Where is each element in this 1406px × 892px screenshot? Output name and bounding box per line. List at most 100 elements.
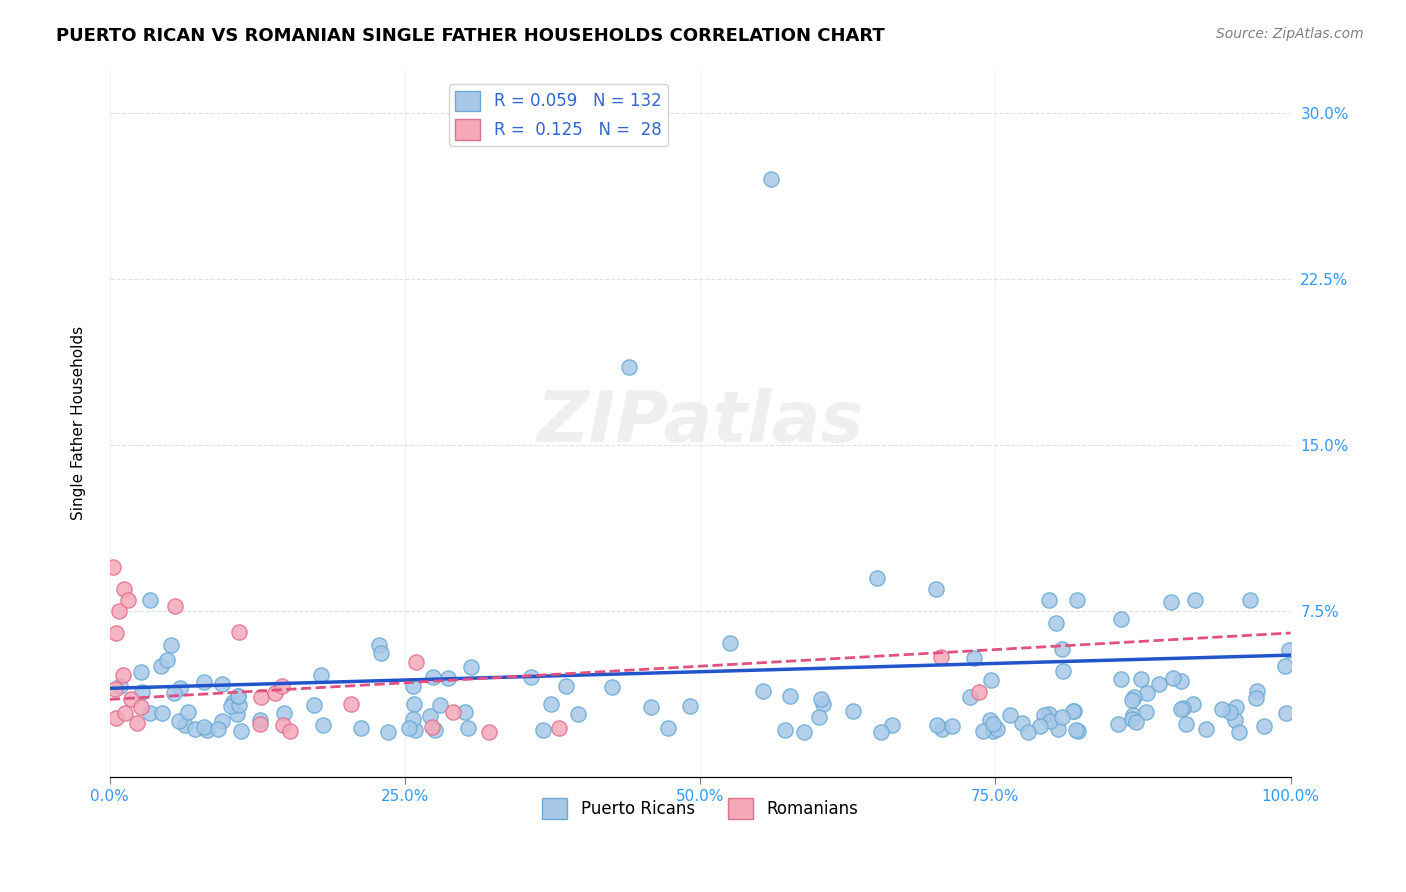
Point bbox=[1244, 690, 1267, 705]
Point bbox=[229, 723, 252, 738]
Point bbox=[457, 721, 479, 735]
Point bbox=[1227, 725, 1250, 739]
Point bbox=[211, 677, 233, 691]
Point bbox=[1038, 707, 1060, 722]
Point bbox=[1121, 693, 1143, 707]
Point bbox=[419, 708, 441, 723]
Point bbox=[983, 716, 1005, 731]
Point bbox=[454, 705, 477, 719]
Point bbox=[1171, 701, 1194, 715]
Point bbox=[104, 626, 127, 640]
Point bbox=[270, 679, 292, 693]
Point bbox=[1160, 595, 1182, 609]
Point bbox=[402, 712, 425, 726]
Point bbox=[540, 698, 562, 712]
Point bbox=[273, 706, 295, 720]
Point bbox=[184, 723, 207, 737]
Point bbox=[1062, 704, 1084, 718]
Point bbox=[139, 592, 162, 607]
Point bbox=[1225, 699, 1247, 714]
Point bbox=[460, 660, 482, 674]
Point bbox=[1050, 710, 1073, 724]
Point bbox=[149, 659, 172, 673]
Point bbox=[640, 699, 662, 714]
Point bbox=[226, 706, 249, 721]
Point bbox=[1130, 673, 1153, 687]
Point bbox=[222, 695, 245, 709]
Point bbox=[207, 722, 229, 736]
Point bbox=[931, 649, 953, 664]
Point bbox=[1063, 704, 1085, 718]
Point bbox=[959, 690, 981, 705]
Point bbox=[163, 686, 186, 700]
Point bbox=[226, 690, 249, 704]
Point bbox=[1184, 592, 1206, 607]
Point bbox=[125, 716, 148, 731]
Point bbox=[193, 675, 215, 690]
Point bbox=[228, 698, 250, 712]
Point bbox=[117, 592, 139, 607]
Point bbox=[398, 721, 420, 735]
Point bbox=[131, 684, 153, 698]
Point bbox=[340, 697, 363, 711]
Point bbox=[1121, 712, 1143, 726]
Point bbox=[197, 723, 219, 737]
Point bbox=[1195, 723, 1218, 737]
Point bbox=[1109, 612, 1132, 626]
Point bbox=[1275, 706, 1298, 720]
Point bbox=[1064, 723, 1087, 738]
Point bbox=[1017, 724, 1039, 739]
Point bbox=[600, 680, 623, 694]
Point bbox=[108, 604, 131, 618]
Point bbox=[1109, 673, 1132, 687]
Point bbox=[377, 725, 399, 739]
Y-axis label: Single Father Households: Single Father Households bbox=[72, 326, 86, 520]
Point bbox=[1066, 723, 1088, 738]
Point bbox=[554, 679, 576, 693]
Point bbox=[773, 723, 796, 738]
Point bbox=[264, 686, 287, 700]
Point bbox=[1219, 705, 1241, 719]
Point bbox=[402, 680, 425, 694]
Point bbox=[404, 697, 426, 711]
Point bbox=[1052, 642, 1074, 657]
Point bbox=[1011, 716, 1033, 731]
Point bbox=[531, 723, 554, 737]
Point bbox=[368, 639, 391, 653]
Point bbox=[1239, 592, 1261, 607]
Point bbox=[129, 700, 152, 714]
Point bbox=[963, 650, 986, 665]
Point bbox=[1066, 592, 1088, 607]
Point bbox=[869, 724, 891, 739]
Point bbox=[103, 559, 125, 574]
Point bbox=[129, 665, 152, 679]
Point bbox=[309, 668, 332, 682]
Point bbox=[1181, 698, 1204, 712]
Point bbox=[1052, 664, 1074, 678]
Point bbox=[1136, 685, 1159, 699]
Text: Source: ZipAtlas.com: Source: ZipAtlas.com bbox=[1216, 27, 1364, 41]
Point bbox=[405, 656, 427, 670]
Point bbox=[547, 721, 569, 735]
Point bbox=[441, 706, 464, 720]
Text: ZIPatlas: ZIPatlas bbox=[537, 388, 863, 458]
Point bbox=[280, 723, 302, 738]
Point bbox=[998, 708, 1021, 723]
Point bbox=[114, 706, 136, 720]
Point bbox=[110, 679, 132, 693]
Point bbox=[139, 706, 162, 721]
Point bbox=[176, 706, 198, 720]
Point bbox=[105, 710, 128, 724]
Point bbox=[219, 699, 242, 714]
Point bbox=[302, 698, 325, 712]
Point bbox=[1211, 702, 1233, 716]
Point bbox=[169, 714, 191, 728]
Point bbox=[981, 723, 1004, 738]
Point bbox=[173, 718, 195, 732]
Point bbox=[1122, 708, 1144, 723]
Point bbox=[112, 582, 135, 596]
Point bbox=[350, 721, 373, 735]
Point bbox=[1170, 702, 1192, 716]
Point bbox=[657, 721, 679, 735]
Point bbox=[1039, 714, 1062, 728]
